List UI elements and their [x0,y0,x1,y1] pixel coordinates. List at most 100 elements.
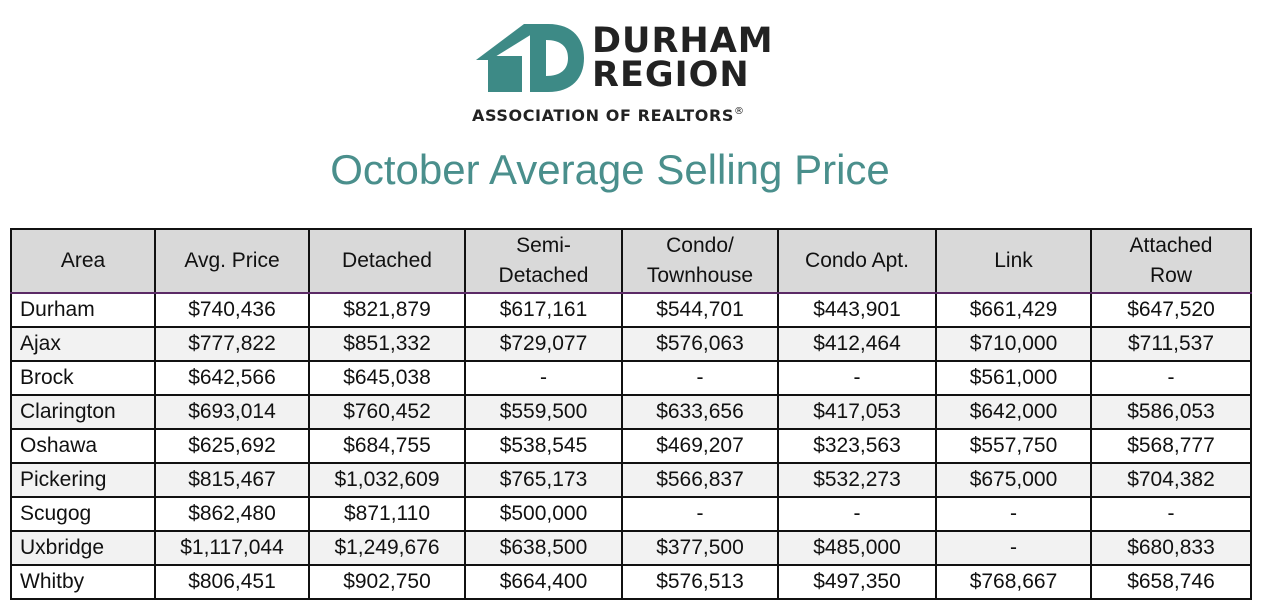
price-cell: $658,746 [1090,564,1252,600]
registered-mark: ® [734,106,745,117]
price-cell: $469,207 [621,428,779,464]
column-header-line: Area [60,248,106,272]
price-cell: $561,000 [935,360,1092,396]
price-cell: $806,451 [154,564,310,600]
table-row: Clarington $693,014 $760,452 $559,500 $633,6… [10,394,1252,430]
price-cell: $1,032,609 [308,462,466,498]
table-row: Whitby $806,451 $902,750 $664,400 $576,513 $4… [10,564,1252,600]
column-header: Detached [308,228,466,294]
price-cell: $642,566 [154,360,310,396]
column-header-line: Townhouse [646,264,754,287]
table-row: Brock $642,566 $645,038- - - $561,000- [10,360,1252,396]
price-cell: $1,117,044 [154,530,310,566]
table-row: Pickering $815,467 $1,032,609 $765,173 $566,… [10,462,1252,498]
price-cell: $851,332 [308,326,466,362]
price-cell: $740,436 [154,292,310,328]
area-cell: Whitby [10,564,156,600]
price-cell: - [935,496,1092,532]
table-body: Durham $740,436 $821,879 $617,161 $544,701 $4… [10,292,1252,600]
price-cell: $680,833 [1090,530,1252,566]
table-row: Uxbridge $1,117,044 $1,249,676 $638,500 $377… [10,530,1252,566]
price-cell: - [621,496,779,532]
column-header: Condo Apt. [777,228,937,294]
price-cell: $559,500 [464,394,623,430]
header-row: Area Avg. Price Detached Semi- Detached Condo… [10,228,1252,294]
column-header: Area [10,228,156,294]
price-cell: $711,537 [1090,326,1252,362]
price-cell: $768,667 [935,564,1092,600]
column-header-line: Detached [498,264,589,287]
price-cell: $323,563 [777,428,937,464]
price-cell: $1,249,676 [308,530,466,566]
price-cell: - [777,496,937,532]
price-cell: $576,513 [621,564,779,600]
price-cell: - [1090,496,1252,532]
price-cell: $443,901 [777,292,937,328]
house-logo-icon [476,24,584,92]
price-cell: $821,879 [308,292,466,328]
area-cell: Ajax [10,326,156,362]
price-cell: - [777,360,937,396]
price-cell: $645,038 [308,360,466,396]
price-cell: $693,014 [154,394,310,430]
price-cell: $815,467 [154,462,310,498]
price-cell: $412,464 [777,326,937,362]
area-cell: Scugog [10,496,156,532]
table-row: Scugog $862,480 $871,110 $500,000- - - - [10,496,1252,532]
column-header: Link [935,228,1092,294]
price-cell: $586,053 [1090,394,1252,430]
durham-region-logo: DURHAM REGION ASSOCIATION OF REALTORS® [470,18,790,128]
price-cell: $568,777 [1090,428,1252,464]
column-header-line: Attached [1129,233,1213,257]
area-cell: Pickering [10,462,156,498]
page-title: October Average Selling Price [330,146,890,193]
price-cell: - [464,360,623,396]
column-header-line: Row [1149,264,1192,287]
price-cell: $497,350 [777,564,937,600]
price-cell: $862,480 [154,496,310,532]
price-cell: $485,000 [777,530,937,566]
price-cell: $557,750 [935,428,1092,464]
column-header: Avg. Price [154,228,310,294]
price-cell: - [621,360,779,396]
price-cell: $765,173 [464,462,623,498]
price-cell: $566,837 [621,462,779,498]
price-cell: $617,161 [464,292,623,328]
price-cell: $710,000 [935,326,1092,362]
logo-tagline: ASSOCIATION OF REALTORS® [472,106,745,125]
table-row: Oshawa $625,692 $684,755 $538,545 $469,207 $3… [10,428,1252,464]
area-cell: Brock [10,360,156,396]
price-cell: $684,755 [308,428,466,464]
price-cell: $704,382 [1090,462,1252,498]
price-cell: $576,063 [621,326,779,362]
area-cell: Uxbridge [10,530,156,566]
column-header-line: Detached [342,248,432,272]
price-cell: $777,822 [154,326,310,362]
price-cell: $377,500 [621,530,779,566]
logo-word-durham: DURHAM [592,21,774,61]
price-table: Area Avg. Price Detached Semi- Detached Condo… [10,228,1252,600]
price-cell: $675,000 [935,462,1092,498]
price-cell: $417,053 [777,394,937,430]
logo-tagline-text: ASSOCIATION OF REALTORS [472,106,735,125]
price-cell: $661,429 [935,292,1092,328]
price-cell: $532,273 [777,462,937,498]
price-cell: $664,400 [464,564,623,600]
price-cell: $729,077 [464,326,623,362]
price-cell: $760,452 [308,394,466,430]
price-cell: - [1090,360,1252,396]
price-cell: $633,656 [621,394,779,430]
area-cell: Durham [10,292,156,328]
column-header: Attached Row [1090,228,1252,294]
area-cell: Clarington [10,394,156,430]
price-cell: $871,110 [308,496,466,532]
price-cell: $625,692 [154,428,310,464]
column-header: Condo/Townhouse [621,228,779,294]
column-header: Semi- Detached [464,228,623,294]
column-header-line: Semi- [516,233,571,257]
price-cell: $500,000 [464,496,623,532]
logo-word-region: REGION [592,55,750,95]
price-cell: $642,000 [935,394,1092,430]
price-cell: $647,520 [1090,292,1252,328]
table-row: Ajax $777,822 $851,332 $729,077 $576,063 $412… [10,326,1252,362]
